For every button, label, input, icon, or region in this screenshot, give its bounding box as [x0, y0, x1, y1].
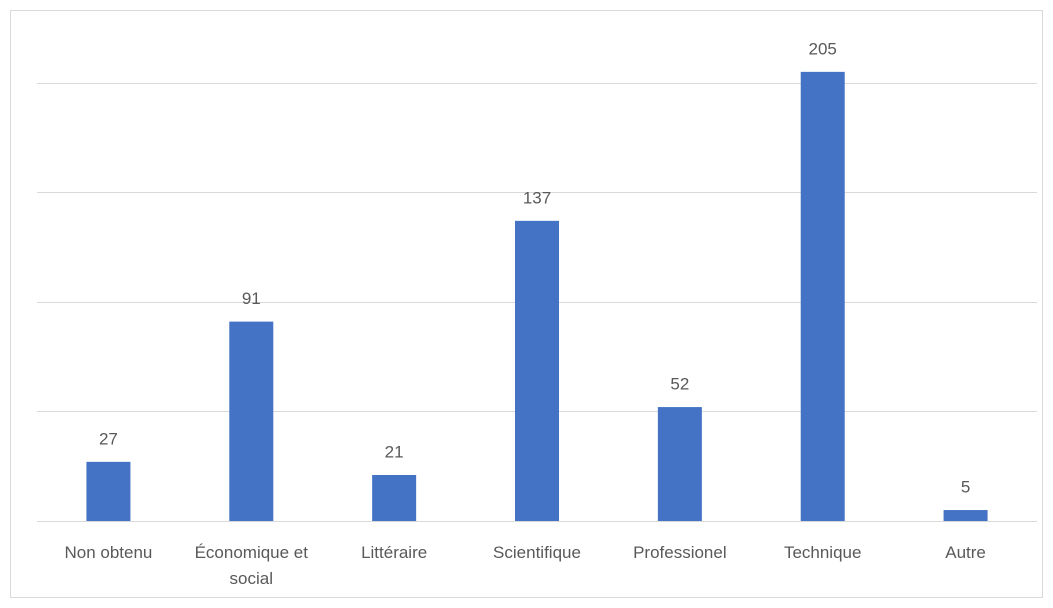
- x-tick-label: Littéraire: [361, 543, 428, 562]
- bar: [86, 461, 131, 521]
- x-tick-label: Technique: [783, 543, 862, 562]
- bar: [657, 407, 702, 521]
- x-tick-label: Autre: [945, 543, 986, 562]
- bar: [943, 510, 988, 521]
- bar: [515, 220, 559, 521]
- value-label: 205: [809, 39, 837, 58]
- x-tick-label: Scientifique: [493, 543, 581, 562]
- value-label: 21: [385, 442, 404, 461]
- value-label: 137: [523, 188, 551, 207]
- bar: [229, 321, 274, 521]
- value-label: 27: [99, 429, 118, 448]
- x-tick-label: Professionel: [633, 543, 727, 562]
- value-label: 5: [961, 478, 970, 497]
- value-label: 52: [670, 375, 689, 394]
- bar: [800, 71, 845, 521]
- x-tick-label: Non obtenu: [64, 543, 153, 562]
- x-tick-label: Économique et social: [194, 543, 308, 588]
- bar: [372, 474, 417, 521]
- value-label: 91: [242, 289, 261, 308]
